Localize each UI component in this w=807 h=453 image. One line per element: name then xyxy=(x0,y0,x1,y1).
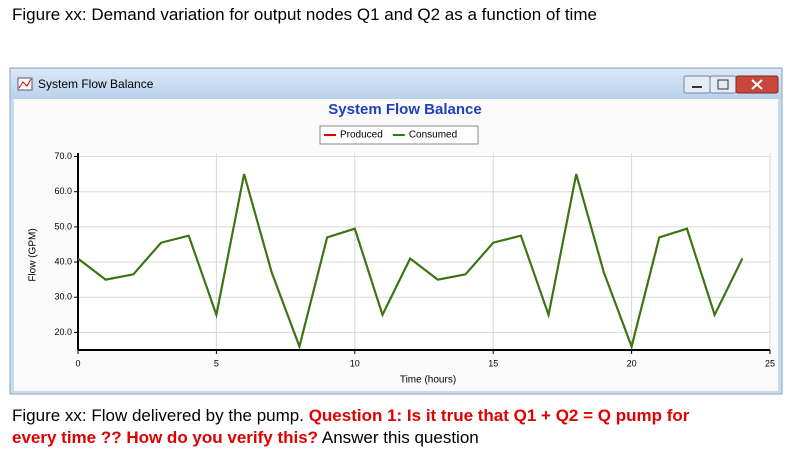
window-icon-line xyxy=(18,78,32,89)
caption-text: Answer this question xyxy=(318,428,479,447)
x-tick-label: 15 xyxy=(488,358,498,368)
maximize-glyph xyxy=(717,79,729,90)
y-tick-label: 50.0 xyxy=(54,221,72,231)
legend-label: Produced xyxy=(340,130,383,141)
minimize-button[interactable] xyxy=(683,75,711,94)
x-tick-label: 5 xyxy=(214,358,219,368)
window-title: System Flow Balance xyxy=(38,77,154,91)
y-tick-label: 30.0 xyxy=(54,292,72,302)
y-tick-label: 60.0 xyxy=(54,186,72,196)
data-line xyxy=(77,173,744,350)
x-tick-label: 10 xyxy=(350,358,360,368)
caption-question: every time ?? How do you verify this? xyxy=(12,428,319,447)
title-bar xyxy=(11,69,781,99)
close-glyph xyxy=(751,79,763,90)
y-axis-label: Flow (GPM) xyxy=(28,228,39,281)
x-tick-label: 25 xyxy=(765,358,775,368)
y-tick-label: 20.0 xyxy=(54,327,72,337)
x-axis-label: Time (hours) xyxy=(400,375,456,386)
y-tick-label: 40.0 xyxy=(54,256,72,266)
chart-title: System Flow Balance xyxy=(328,101,481,118)
y-tick-label: 70.0 xyxy=(54,151,72,161)
minimize-glyph xyxy=(692,86,702,88)
plot-area xyxy=(78,153,770,350)
caption-question: Question 1: Is it true that Q1 + Q2 = Q … xyxy=(308,406,690,425)
legend-label: Consumed xyxy=(409,130,457,141)
x-tick-label: 20 xyxy=(627,358,637,368)
caption-line-1: Figure xx: Flow delivered by the pump. Q… xyxy=(12,406,689,426)
caption-text: Figure xx: Flow delivered by the pump. xyxy=(12,406,309,425)
x-tick-label: 0 xyxy=(75,358,80,368)
caption-line-2: every time ?? How do you verify this? An… xyxy=(12,428,479,448)
maximize-button[interactable] xyxy=(709,75,737,94)
header-title: Figure xx: Demand variation for output n… xyxy=(12,5,597,24)
